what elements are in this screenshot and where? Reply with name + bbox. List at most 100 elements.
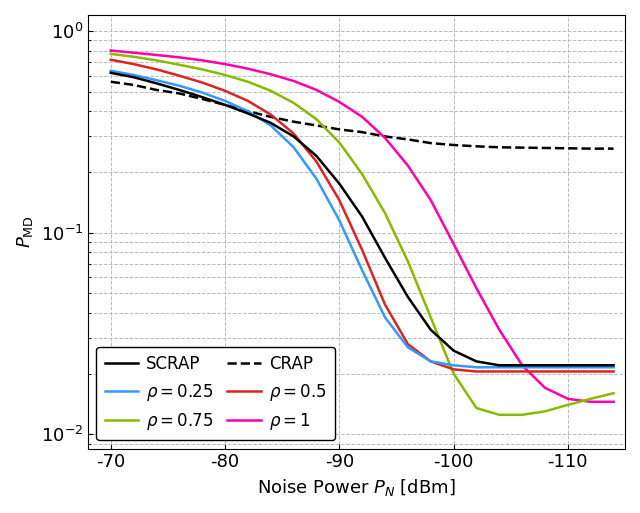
$\rho = 1$ — [518, 362, 526, 368]
$\rho = 0.75$ — [450, 370, 458, 377]
$\rho = 1$ — [427, 197, 435, 203]
$\rho = 0.5$ — [358, 247, 366, 253]
$\rho = 0.5$ — [221, 88, 229, 94]
$\rho = 0.25$ — [244, 108, 252, 114]
$\rho = 0.25$ — [175, 83, 183, 89]
$\rho = 1$ — [358, 114, 366, 120]
SCRAP — [312, 153, 320, 159]
SCRAP — [564, 362, 572, 368]
CRAP — [450, 142, 458, 148]
$\rho = 0.5$ — [610, 368, 618, 374]
$\rho = 1$ — [244, 66, 252, 72]
$\rho = 0.5$ — [153, 66, 161, 72]
$\rho = 0.25$ — [404, 344, 412, 350]
$\rho = 1$ — [130, 50, 138, 56]
$\rho = 0.75$ — [495, 412, 503, 418]
SCRAP — [495, 362, 503, 368]
CRAP — [290, 119, 298, 125]
Line: SCRAP: SCRAP — [111, 73, 614, 365]
$\rho = 0.25$ — [335, 218, 343, 224]
CRAP — [404, 136, 412, 143]
SCRAP — [358, 213, 366, 220]
$\rho = 1$ — [472, 285, 480, 291]
$\rho = 1$ — [312, 87, 320, 93]
X-axis label: Noise Power $P_{N}$ [dBm]: Noise Power $P_{N}$ [dBm] — [257, 477, 456, 498]
$\rho = 1$ — [175, 54, 183, 61]
CRAP — [381, 133, 389, 140]
$\rho = 1$ — [404, 163, 412, 169]
$\rho = 0.5$ — [541, 368, 549, 374]
$\rho = 0.25$ — [358, 267, 366, 273]
CRAP — [610, 146, 618, 152]
$\rho = 0.75$ — [130, 54, 138, 60]
$\rho = 1$ — [290, 78, 298, 84]
$\rho = 1$ — [107, 47, 115, 53]
$\rho = 0.5$ — [335, 197, 343, 203]
$\rho = 0.25$ — [518, 364, 526, 370]
SCRAP — [130, 74, 138, 80]
$\rho = 0.75$ — [358, 171, 366, 177]
$\rho = 0.25$ — [267, 123, 275, 129]
SCRAP — [450, 348, 458, 354]
$\rho = 0.5$ — [518, 368, 526, 374]
$\rho = 0.5$ — [472, 368, 480, 374]
$\rho = 0.75$ — [198, 66, 206, 72]
SCRAP — [427, 327, 435, 333]
$\rho = 0.75$ — [587, 396, 595, 402]
CRAP — [564, 145, 572, 151]
$\rho = 0.75$ — [221, 72, 229, 78]
$\rho = 1$ — [541, 385, 549, 391]
CRAP — [518, 145, 526, 151]
$\rho = 1$ — [564, 396, 572, 402]
$\rho = 0.5$ — [107, 56, 115, 63]
CRAP — [107, 78, 115, 85]
CRAP — [130, 82, 138, 88]
$\rho = 0.75$ — [175, 62, 183, 68]
SCRAP — [404, 294, 412, 300]
Line: $\rho = 0.75$: $\rho = 0.75$ — [111, 54, 614, 415]
$\rho = 1$ — [153, 52, 161, 58]
$\rho = 0.25$ — [427, 358, 435, 364]
$\rho = 0.5$ — [290, 130, 298, 136]
CRAP — [221, 102, 229, 108]
CRAP — [358, 129, 366, 135]
$\rho = 1$ — [221, 61, 229, 67]
$\rho = 0.25$ — [153, 77, 161, 83]
$\rho = 0.5$ — [381, 302, 389, 308]
CRAP — [244, 108, 252, 114]
$\rho = 0.25$ — [564, 364, 572, 370]
$\rho = 0.5$ — [564, 368, 572, 374]
$\rho = 0.75$ — [427, 314, 435, 321]
SCRAP — [198, 94, 206, 100]
SCRAP — [381, 255, 389, 261]
Line: $\rho = 1$: $\rho = 1$ — [111, 50, 614, 402]
CRAP — [541, 145, 549, 151]
SCRAP — [221, 102, 229, 108]
SCRAP — [175, 87, 183, 93]
SCRAP — [290, 133, 298, 140]
$\rho = 0.25$ — [312, 175, 320, 182]
CRAP — [472, 143, 480, 149]
$\rho = 0.5$ — [267, 111, 275, 117]
$\rho = 0.5$ — [312, 159, 320, 165]
Line: CRAP: CRAP — [111, 82, 614, 149]
CRAP — [495, 144, 503, 150]
CRAP — [587, 146, 595, 152]
$\rho = 0.75$ — [153, 57, 161, 64]
$\rho = 0.75$ — [267, 88, 275, 94]
$\rho = 0.5$ — [427, 358, 435, 364]
$\rho = 0.5$ — [198, 80, 206, 86]
CRAP — [175, 90, 183, 96]
CRAP — [335, 126, 343, 132]
SCRAP — [541, 362, 549, 368]
CRAP — [153, 87, 161, 93]
$\rho = 0.25$ — [495, 364, 503, 370]
$\rho = 0.25$ — [472, 364, 480, 370]
SCRAP — [472, 358, 480, 364]
$\rho = 0.75$ — [472, 405, 480, 411]
CRAP — [198, 96, 206, 102]
SCRAP — [153, 80, 161, 86]
SCRAP — [267, 120, 275, 126]
SCRAP — [610, 362, 618, 368]
$\rho = 0.25$ — [221, 98, 229, 104]
